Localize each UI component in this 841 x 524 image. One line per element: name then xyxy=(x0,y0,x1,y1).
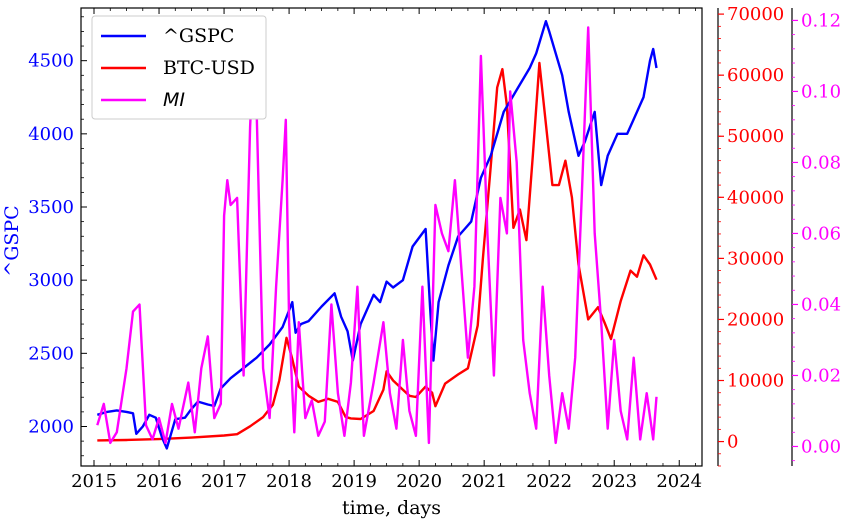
right2-tick-label: 0.00 xyxy=(801,436,841,457)
left-tick-label: 4000 xyxy=(28,124,74,145)
x-axis-title: time, days xyxy=(342,497,441,519)
x-tick-label: 2022 xyxy=(526,471,572,492)
right2-tick-label: 0.02 xyxy=(801,365,841,386)
right1-tick-label: 30000 xyxy=(727,248,784,269)
left-tick-label: 3000 xyxy=(28,270,74,291)
right1-tick-label: 10000 xyxy=(727,371,784,392)
x-tick-label: 2016 xyxy=(136,471,182,492)
x-tick-label: 2024 xyxy=(656,471,702,492)
axis-layer: 2015 2016 2017 2018 2019 2020 2021 2022 2023 2024… xyxy=(28,4,841,492)
right1-tick-label: 0 xyxy=(727,432,738,453)
x-tick-label: 2015 xyxy=(71,471,117,492)
x-tick-label: 2021 xyxy=(461,471,507,492)
right1-tick-label: 50000 xyxy=(727,126,784,147)
right2-tick-label: 0.12 xyxy=(801,10,841,31)
right1-tick-label: 70000 xyxy=(727,4,784,25)
legend-box xyxy=(91,15,267,120)
x-tick-label: 2017 xyxy=(201,471,247,492)
y-axis-title-gspc: ^GSPC xyxy=(1,205,23,276)
right1-tick-label: 60000 xyxy=(727,65,784,86)
legend-label-mi: MI xyxy=(163,89,185,111)
series-layer xyxy=(96,20,658,450)
right1-tick-label: 20000 xyxy=(727,309,784,330)
legend-label-gspc: ^GSPC xyxy=(163,25,234,47)
left-tick-label: 2000 xyxy=(28,416,74,437)
left-tick-label: 2500 xyxy=(28,343,74,364)
legend: ^GSPC BTC-USD MI xyxy=(91,15,267,120)
x-tick-label: 2020 xyxy=(396,471,442,492)
legend-label-btc: BTC-USD xyxy=(163,57,255,79)
right2-tick-label: 0.08 xyxy=(801,152,841,173)
x-tick-label: 2019 xyxy=(331,471,377,492)
right2-tick-label: 0.06 xyxy=(801,223,841,244)
x-tick-label: 2023 xyxy=(591,471,637,492)
series-line-btc-usd xyxy=(97,61,658,442)
series-line-mi xyxy=(96,26,658,445)
x-tick-label: 2018 xyxy=(266,471,312,492)
right2-tick-label: 0.04 xyxy=(801,294,841,315)
right2-tick-label: 0.10 xyxy=(801,81,841,102)
left-tick-label: 4500 xyxy=(28,51,74,72)
right1-tick-label: 40000 xyxy=(727,187,784,208)
left-tick-label: 3500 xyxy=(28,197,74,218)
